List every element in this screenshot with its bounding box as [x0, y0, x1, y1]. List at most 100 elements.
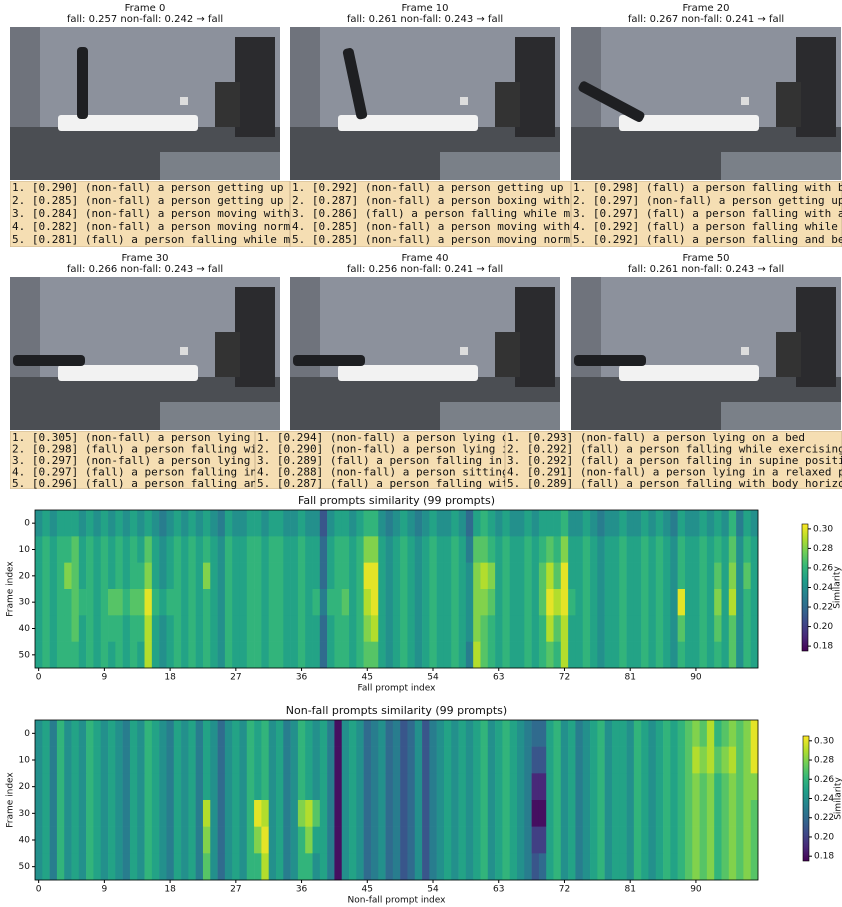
gym-bar — [776, 332, 801, 377]
heat-cell — [532, 536, 540, 563]
heat-cell — [575, 853, 583, 880]
heat-cell — [400, 589, 408, 616]
heat-cell — [736, 563, 744, 590]
heat-cell — [232, 589, 240, 616]
heat-cell — [568, 827, 576, 854]
heat-cell — [108, 827, 116, 854]
heat-cell — [517, 642, 525, 669]
chart-title: Fall prompts similarity (99 prompts) — [298, 494, 495, 507]
heat-cell — [619, 642, 627, 669]
heat-cell — [313, 800, 321, 827]
heat-cell — [743, 589, 751, 616]
heat-cell — [561, 510, 569, 537]
heat-cell — [356, 720, 364, 747]
heat-cell — [108, 563, 116, 590]
heat-cell — [634, 773, 642, 800]
heat-cell — [115, 642, 123, 669]
heat-cell — [239, 642, 247, 669]
heat-cell — [714, 773, 722, 800]
heat-cell — [466, 853, 474, 880]
heat-cell — [648, 827, 656, 854]
heat-cell — [583, 720, 591, 747]
heat-cell — [42, 589, 50, 616]
heat-cell — [729, 510, 737, 537]
heat-cell — [517, 800, 525, 827]
heat-cell — [561, 615, 569, 642]
heat-cell — [583, 773, 591, 800]
heat-cell — [269, 615, 277, 642]
heat-cell — [93, 747, 101, 774]
heat-cell — [495, 510, 503, 537]
gym-bar — [215, 82, 240, 127]
heat-cell — [327, 827, 335, 854]
heat-cell — [634, 747, 642, 774]
heat-cell — [524, 827, 532, 854]
heat-cell — [407, 720, 415, 747]
heat-cell — [188, 853, 196, 880]
heat-cell — [729, 800, 737, 827]
heat-cell — [203, 853, 211, 880]
heat-cell — [721, 853, 729, 880]
heat-cell — [327, 853, 335, 880]
heat-cell — [641, 827, 649, 854]
heat-cell — [612, 773, 620, 800]
heat-cell — [714, 563, 722, 590]
heat-cell — [305, 747, 313, 774]
heat-cell — [320, 589, 328, 616]
frame-score: fall: 0.266 non-fall: 0.243 → fall — [67, 264, 223, 275]
heat-cell — [313, 615, 321, 642]
heat-cell — [93, 615, 101, 642]
top-prompts: 1. [0.290] (non-fall) a person getting u… — [10, 181, 291, 247]
heat-cell — [145, 589, 153, 616]
heat-cell — [174, 747, 182, 774]
heat-cell — [510, 536, 518, 563]
heat-cell — [736, 827, 744, 854]
heat-cell — [334, 563, 342, 590]
heat-cell — [444, 853, 452, 880]
heat-cell — [298, 615, 306, 642]
heat-cell — [72, 800, 80, 827]
heat-cell — [276, 853, 284, 880]
heat-cell — [276, 800, 284, 827]
heat-cell — [678, 800, 686, 827]
heat-cell — [79, 510, 87, 537]
mat — [440, 152, 560, 180]
heat-cell — [415, 720, 423, 747]
heat-cell — [685, 800, 693, 827]
heat-cell — [539, 800, 547, 827]
heat-cell — [466, 615, 474, 642]
heat-cell — [101, 747, 109, 774]
heat-cell — [459, 510, 467, 537]
heat-cell — [554, 720, 562, 747]
heat-cell — [115, 589, 123, 616]
heat-cell — [210, 853, 218, 880]
heat-cell — [517, 720, 525, 747]
heat-cell — [371, 510, 379, 537]
heat-cell — [378, 800, 386, 827]
heat-cell — [627, 563, 635, 590]
heat-cell — [546, 747, 554, 774]
heat-cell — [386, 563, 394, 590]
heat-cell — [546, 720, 554, 747]
heat-cell — [459, 773, 467, 800]
heat-cell — [247, 720, 255, 747]
heat-cell — [72, 720, 80, 747]
heat-cell — [546, 563, 554, 590]
heat-cell — [561, 589, 569, 616]
heat-cell — [619, 536, 627, 563]
x-tick-label: 36 — [296, 673, 308, 683]
heat-cell — [437, 536, 445, 563]
heat-cell — [692, 747, 700, 774]
heat-cell — [349, 536, 357, 563]
heat-cell — [612, 720, 620, 747]
heat-cell — [568, 773, 576, 800]
frame-score: fall: 0.261 non-fall: 0.243 → fall — [628, 264, 784, 275]
heat-cell — [466, 563, 474, 590]
heat-cell — [57, 589, 65, 616]
heat-cell — [356, 853, 364, 880]
heat-cell — [510, 615, 518, 642]
heat-cell — [188, 615, 196, 642]
heat-cell — [188, 589, 196, 616]
heat-cell — [400, 536, 408, 563]
heat-cell — [707, 563, 715, 590]
